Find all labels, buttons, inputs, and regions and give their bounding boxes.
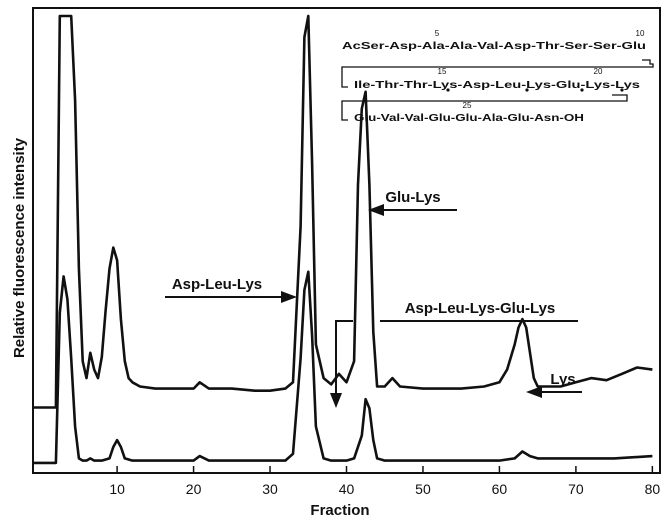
cleavage-mark-1 (446, 88, 450, 92)
sequence-wrap-right-2 (341, 94, 628, 121)
sequence-text: AcSer-Asp-Ala-Ala-Val-Asp-Thr-Ser-Ser-Gl… (342, 40, 646, 52)
annotation-glu-lys-arrowhead (368, 204, 384, 216)
sequence-text: Ile-Thr-Thr-Lys-Asp-Leu-Lys-Glu-Lys-Lys (354, 79, 640, 91)
annotation-asp-leu-lys-glu-lys-label: Asp-Leu-Lys-Glu-Lys (405, 300, 556, 317)
x-tick-label: 50 (415, 481, 431, 497)
sequence-row-2: Ile-Thr-Thr-Lys-Asp-Leu-Lys-Glu-Lys-Lys (354, 79, 640, 91)
x-tick-label: 70 (568, 481, 584, 497)
sequence-wrap-right-1 (341, 59, 654, 88)
series-trace-2 (33, 270, 653, 465)
annotation-glu-lys-label: Glu-Lys (385, 189, 440, 206)
sequence-text: Glu-Val-Val-Glu-Glu-Ala-Glu-Asn-OH (354, 112, 584, 124)
x-tick-label: 20 (186, 481, 202, 497)
x-tick-label: 10 (109, 481, 125, 497)
cleavage-mark-4 (620, 88, 624, 92)
annotation-lys-arrowhead (526, 386, 542, 398)
annotation-asp-leu-lys-arrowhead (281, 291, 297, 303)
x-tick-label: 30 (262, 481, 278, 497)
annotation-asp-leu-lys-label: Asp-Leu-Lys (172, 276, 262, 293)
cleavage-mark-2 (525, 88, 529, 92)
annotation-asp-leu-lys-glu-lys-arrow (335, 320, 353, 394)
annotation-lys: Lys (526, 371, 582, 398)
x-axis-ticks: 10 20 30 40 50 60 70 80 (109, 466, 660, 497)
residue-number-15: 15 (438, 67, 447, 76)
annotation-glu-lys: Glu-Lys (368, 189, 457, 216)
y-axis-title: Relative fluorescence intensity (11, 137, 28, 358)
sequence-row-3: Glu-Val-Val-Glu-Glu-Ala-Glu-Asn-OH (354, 112, 584, 124)
annotation-asp-leu-lys: Asp-Leu-Lys (165, 276, 297, 303)
x-tick-label: 60 (492, 481, 508, 497)
plot-frame (32, 7, 661, 474)
sequence-row-1: AcSer-Asp-Ala-Ala-Val-Asp-Thr-Ser-Ser-Gl… (342, 40, 646, 52)
x-tick-label: 80 (645, 481, 661, 497)
annotation-asp-leu-lys-glu-lys: Asp-Leu-Lys-Glu-Lys (330, 300, 578, 408)
annotation-lys-label: Lys (550, 371, 575, 388)
series-trace-1 (33, 14, 653, 409)
residue-number-10: 10 (636, 29, 645, 38)
residue-number-5: 5 (435, 29, 440, 38)
cleavage-mark-3 (580, 88, 584, 92)
sequence-inset: AcSer-Asp-Ala-Ala-Val-Asp-Thr-Ser-Ser-Gl… (341, 29, 654, 124)
annotation-asp-leu-lys-glu-lys-arrowhead (330, 393, 342, 408)
x-tick-label: 40 (339, 481, 355, 497)
x-axis-title: Fraction (310, 502, 369, 519)
residue-number-20: 20 (594, 67, 603, 76)
residue-number-25: 25 (463, 101, 472, 110)
